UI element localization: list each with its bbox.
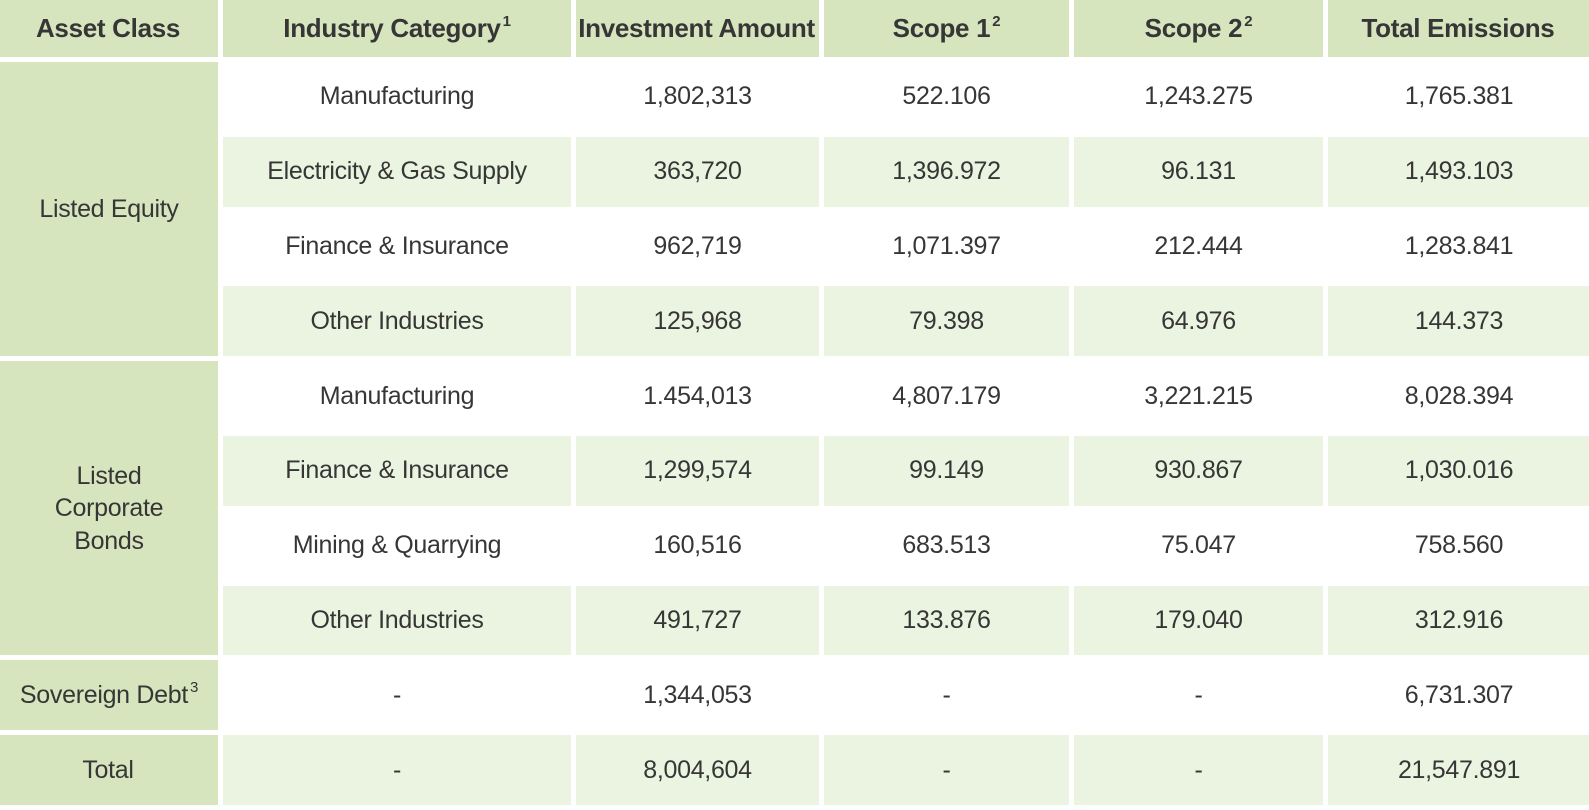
table-row: Listed Equity Manufacturing 1,802,313 52… [0,62,1589,357]
col-header-label: Industry Category [283,13,501,43]
table-row: Finance & Insurance 962,719 1,071.397 21… [0,211,1589,282]
asset-class-cell-listed-equity: Listed Equity [0,62,218,357]
investment-cell: 962,719 [576,211,819,282]
table-row: Total - 8,004,604 - - 21,547.891 [0,735,1589,805]
asset-class-label: Total [82,755,134,784]
scope1-cell: 133.876 [824,585,1069,656]
asset-class-label: Listed Corporate Bonds [54,461,164,555]
table-header: Asset Class Industry Category 1 Investmen… [0,0,1589,57]
scope2-cell: 1,243.275 [1074,62,1323,132]
investment-cell: 491,727 [576,585,819,656]
investment-cell: 160,516 [576,510,819,581]
scope1-cell: - [824,660,1069,731]
scope2-cell: 930.867 [1074,435,1323,506]
scope1-cell: 79.398 [824,286,1069,357]
scope2-cell: 75.047 [1074,510,1323,581]
table-row: Sovereign Debt 3 - 1,344,053 - - 6,731.30… [0,660,1589,731]
asset-class-label: Sovereign Debt [19,680,189,709]
header-row: Asset Class Industry Category 1 Investmen… [0,0,1589,57]
table-row: Finance & Insurance 1,299,574 99.149 930… [0,435,1589,506]
total-emissions-cell: 6,731.307 [1328,660,1589,731]
scope2-cell: 64.976 [1074,286,1323,357]
investment-cell: 363,720 [576,136,819,207]
total-emissions-cell: 312.916 [1328,585,1589,656]
industry-cell: Manufacturing [223,62,571,132]
scope1-cell: 4,807.179 [824,361,1069,431]
investment-cell: 1,802,313 [576,62,819,132]
total-emissions-cell: 1,283.841 [1328,211,1589,282]
asset-class-cell-total: Total [0,735,218,805]
col-header-label: Total Emissions [1361,13,1555,43]
asset-class-cell-listed-corporate-bonds: Listed Corporate Bonds [0,361,218,656]
scope1-cell: 522.106 [824,62,1069,132]
investment-cell: 1,299,574 [576,435,819,506]
table-body: Listed Equity Manufacturing 1,802,313 52… [0,62,1589,805]
col-header-total-emissions: Total Emissions [1328,0,1589,57]
footnote-marker: 2 [1244,13,1253,31]
table-row: Listed Corporate Bonds Manufacturing 1.4… [0,361,1589,656]
col-header-label: Scope 1 [892,13,991,43]
scope2-cell: 179.040 [1074,585,1323,656]
total-emissions-cell: 1,493.103 [1328,136,1589,207]
table-row: Other Industries 125,968 79.398 64.976 1… [0,286,1589,357]
investment-cell: 1,344,053 [576,660,819,731]
scope1-cell: 1,396.972 [824,136,1069,207]
industry-cell: Manufacturing [223,361,571,431]
total-emissions-cell: 21,547.891 [1328,735,1589,805]
scope2-cell: 3,221.215 [1074,361,1323,431]
total-emissions-cell: 1,030.016 [1328,435,1589,506]
total-emissions-cell: 144.373 [1328,286,1589,357]
investment-cell: 1.454,013 [576,361,819,431]
scope2-cell: 96.131 [1074,136,1323,207]
col-header-label: Asset Class [35,13,181,43]
scope2-cell: - [1074,660,1323,731]
table-row: Other Industries 491,727 133.876 179.040… [0,585,1589,656]
col-header-asset-class: Asset Class [0,0,218,57]
footnote-marker: 2 [992,13,1001,31]
scope1-cell: 683.513 [824,510,1069,581]
industry-cell: - [223,660,571,731]
industry-cell: - [223,735,571,805]
scope1-cell: - [824,735,1069,805]
industry-cell: Other Industries [223,585,571,656]
total-emissions-cell: 1,765.381 [1328,62,1589,132]
industry-cell: Mining & Quarrying [223,510,571,581]
industry-cell: Other Industries [223,286,571,357]
industry-cell: Electricity & Gas Supply [223,136,571,207]
col-header-investment-amount: Investment Amount [576,0,819,57]
scope1-cell: 99.149 [824,435,1069,506]
scope1-cell: 1,071.397 [824,211,1069,282]
total-emissions-cell: 8,028.394 [1328,361,1589,431]
investment-cell: 8,004,604 [576,735,819,805]
investment-cell: 125,968 [576,286,819,357]
table-row: Mining & Quarrying 160,516 683.513 75.04… [0,510,1589,581]
industry-cell: Finance & Insurance [223,211,571,282]
col-header-label: Investment Amount [578,13,815,43]
asset-class-cell-sovereign-debt: Sovereign Debt 3 [0,660,218,731]
footnote-marker: 1 [502,13,511,31]
total-emissions-cell: 758.560 [1328,510,1589,581]
col-header-industry-category: Industry Category 1 [223,0,571,57]
footnote-marker: 3 [190,679,199,697]
industry-cell: Finance & Insurance [223,435,571,506]
scope2-cell: 212.444 [1074,211,1323,282]
table-row: Electricity & Gas Supply 363,720 1,396.9… [0,136,1589,207]
scope2-cell: - [1074,735,1323,805]
col-header-label: Scope 2 [1144,13,1243,43]
